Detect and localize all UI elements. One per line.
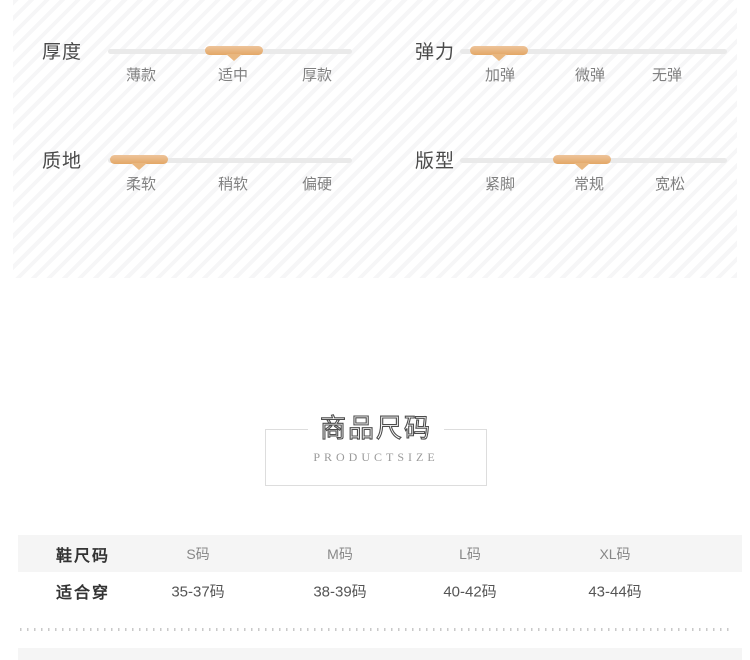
slider-option: 宽松 [654, 176, 686, 193]
size-section-title: 商品尺码 [307, 412, 445, 444]
next-section-row-top-sliver [18, 648, 742, 660]
size-table-row-label: 鞋尺码 [55, 547, 111, 565]
slider-option-selected: 加弹 [484, 67, 516, 84]
hatched-background [13, 0, 737, 278]
slider-option: 紧脚 [484, 176, 516, 193]
slider-option: 稍软 [217, 176, 249, 193]
slider-option-selected: 适中 [217, 67, 249, 84]
slider-option: 无弹 [651, 67, 683, 84]
slider-track-elasticity [460, 49, 727, 54]
slider-option: 厚款 [301, 67, 333, 84]
slider-selection-marker-fit [553, 155, 611, 170]
attribute-label-elasticity: 弹力 [415, 42, 456, 63]
size-table-header-cell: XL码 [599, 545, 631, 562]
slider-selection-marker-elasticity [470, 46, 528, 61]
dotted-separator [20, 628, 732, 631]
attribute-label-texture: 质地 [42, 151, 83, 172]
slider-track-texture [108, 158, 352, 163]
size-table-row-label: 适合穿 [55, 585, 111, 602]
size-table-header-cell: L码 [459, 545, 481, 562]
size-table-value-cell: 38-39码 [313, 583, 367, 601]
size-section-subtitle: PRODUCTSIZE [313, 450, 439, 464]
size-table-value-cell: 40-42码 [443, 583, 497, 601]
slider-option: 微弹 [574, 67, 606, 84]
slider-option: 薄款 [125, 67, 157, 84]
slider-selection-marker-texture [110, 155, 168, 170]
size-table-header-row: 鞋尺码 S码 M码 L码 XL码 [18, 535, 742, 572]
slider-option-selected: 常规 [573, 176, 605, 193]
size-table-header-cell: S码 [186, 545, 210, 562]
slider-option: 偏硬 [301, 176, 333, 193]
slider-option-selected: 柔软 [125, 176, 157, 193]
size-table-value-cell: 43-44码 [588, 583, 642, 601]
size-table-fit-row: 适合穿 35-37码 38-39码 40-42码 43-44码 [18, 572, 742, 610]
slider-selection-marker-thickness [205, 46, 263, 61]
size-table-header-cell: M码 [327, 545, 353, 562]
size-table-value-cell: 35-37码 [171, 583, 225, 601]
attribute-label-fit: 版型 [415, 151, 456, 172]
attribute-label-thickness: 厚度 [42, 42, 83, 63]
